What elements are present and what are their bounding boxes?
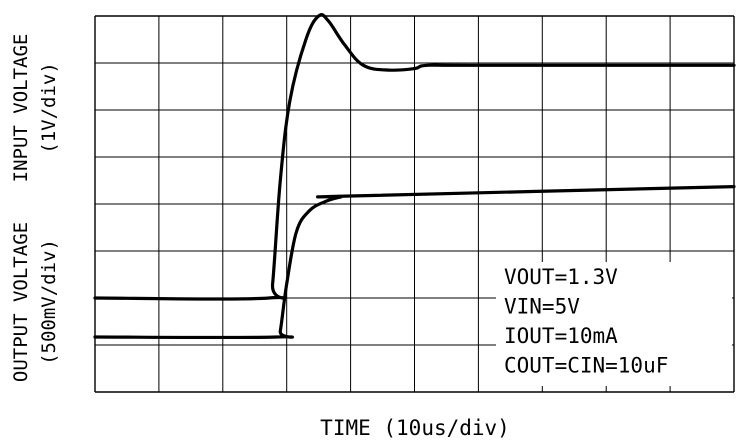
output-voltage-trace — [93, 185, 736, 340]
x-axis-label: TIME (10us/div) — [320, 416, 510, 440]
annotation-background — [496, 262, 732, 386]
annotation-line: VIN=5V — [504, 295, 580, 319]
y-axis-label-top-scale: (1V/div) — [38, 62, 60, 154]
annotation-line: IOUT=10mA — [504, 324, 618, 348]
annotation-box: VOUT=1.3V VIN=5V IOUT=10mA COUT=CIN=10uF — [496, 262, 732, 386]
y-axis-label-bottom: OUTPUT VOLTAGE — [10, 222, 32, 382]
y-axis-label-bottom-scale: (500mV/div) — [38, 239, 60, 365]
series-layer — [93, 12, 736, 340]
annotation-line: VOUT=1.3V — [504, 265, 618, 289]
annotation-line: COUT=CIN=10uF — [504, 354, 668, 378]
y-axis-label-top: INPUT VOLTAGE — [10, 34, 32, 183]
input-voltage-trace — [93, 12, 736, 301]
